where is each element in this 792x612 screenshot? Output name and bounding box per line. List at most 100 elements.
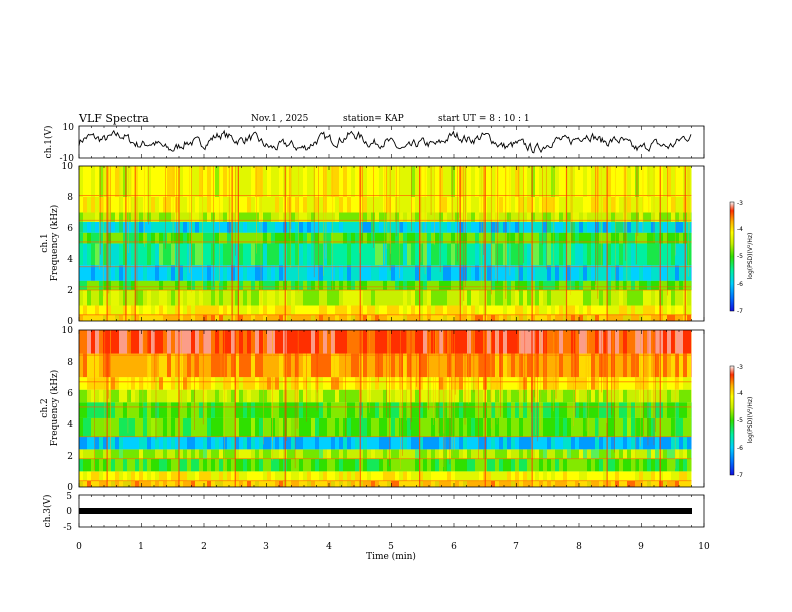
spectrogram-cell bbox=[115, 449, 119, 459]
spectrogram-cell bbox=[319, 449, 323, 459]
spectrogram-cell bbox=[255, 265, 259, 281]
spectrogram-cell bbox=[431, 265, 435, 281]
spectrogram-cell bbox=[271, 449, 275, 459]
spectrogram-cell bbox=[351, 265, 355, 281]
spectrogram-cell bbox=[211, 232, 215, 244]
spectrogram-cell bbox=[311, 330, 315, 354]
spectrogram-cell bbox=[647, 243, 651, 266]
spectrogram-cell bbox=[411, 449, 415, 459]
spectrogram-cell bbox=[91, 436, 95, 450]
spectrogram-cell bbox=[375, 417, 379, 437]
spectrogram-cell bbox=[399, 314, 403, 321]
spectrogram-cell bbox=[243, 377, 247, 390]
spectrogram-cell bbox=[595, 280, 599, 290]
spectrogram-cell bbox=[559, 265, 563, 281]
spectrogram-cell bbox=[427, 212, 431, 222]
spectrogram-cell bbox=[375, 314, 379, 321]
spectrogram-cell bbox=[211, 265, 215, 281]
spectrogram-cell bbox=[395, 449, 399, 459]
spectrogram-cell bbox=[323, 377, 327, 390]
spectrogram-cell bbox=[387, 436, 391, 450]
spectrogram-cell bbox=[547, 436, 551, 450]
spectrogram-cell bbox=[247, 389, 251, 403]
spectrogram-cell bbox=[643, 314, 647, 321]
spectrogram-cell bbox=[539, 458, 543, 472]
spectrogram-cell bbox=[87, 305, 91, 315]
spectrogram-cell bbox=[507, 480, 511, 487]
spectrogram-cell bbox=[615, 197, 619, 213]
spectrogram-cell bbox=[303, 232, 307, 244]
spectrogram-cell bbox=[515, 449, 519, 459]
spectrogram-cell bbox=[223, 197, 227, 213]
spectrogram-cell bbox=[123, 449, 127, 459]
spectrogram-cell bbox=[451, 458, 455, 472]
spectrogram-cell bbox=[127, 232, 131, 244]
spectrogram-cell bbox=[583, 197, 587, 213]
spectrogram-cell bbox=[307, 232, 311, 244]
spectrogram-cell bbox=[323, 402, 327, 418]
spectrogram-cell bbox=[511, 212, 515, 222]
spectrogram-cell bbox=[251, 377, 255, 390]
spectrogram-cell bbox=[383, 290, 387, 306]
spectrogram-cell bbox=[203, 389, 207, 403]
spectrogram-cell bbox=[671, 471, 675, 481]
spectrogram-cell bbox=[115, 265, 119, 281]
spectrogram-cell bbox=[531, 166, 535, 197]
spectrogram-cell bbox=[603, 330, 607, 354]
spectrogram-cell bbox=[527, 353, 531, 378]
spectrogram-cell bbox=[459, 265, 463, 281]
spectrogram-cell bbox=[251, 305, 255, 315]
spectrogram-cell bbox=[171, 265, 175, 281]
spectrogram-cell bbox=[267, 353, 271, 378]
spectrogram-cell bbox=[175, 449, 179, 459]
spectrogram-cell bbox=[407, 480, 411, 487]
spectrogram-cell bbox=[119, 436, 123, 450]
spectrogram-cell bbox=[679, 402, 683, 418]
spectrogram-cell bbox=[571, 417, 575, 437]
spectrogram-cell bbox=[227, 389, 231, 403]
spectrogram-cell bbox=[119, 402, 123, 418]
spectrogram-cell bbox=[387, 389, 391, 403]
spectrogram-cell bbox=[195, 212, 199, 222]
spectrogram-cell bbox=[319, 212, 323, 222]
spectrogram-cell bbox=[343, 265, 347, 281]
spectrogram-cell bbox=[319, 480, 323, 487]
spectrogram-cell bbox=[655, 330, 659, 354]
spectrogram-cell bbox=[435, 436, 439, 450]
spectrogram-cell bbox=[107, 330, 111, 354]
spectrogram-cell bbox=[183, 221, 187, 233]
spectrogram-cell bbox=[439, 330, 443, 354]
spectrogram-cell bbox=[675, 243, 679, 266]
spectrogram-cell bbox=[227, 232, 231, 244]
spectrogram-cell bbox=[679, 290, 683, 306]
spectrogram-cell bbox=[487, 166, 491, 197]
spectrogram-cell bbox=[623, 480, 627, 487]
spectrogram-cell bbox=[235, 458, 239, 472]
spectrogram-cell bbox=[671, 330, 675, 354]
spectrogram-cell bbox=[391, 353, 395, 378]
spectrogram-cell bbox=[327, 330, 331, 354]
spectrogram-cell bbox=[259, 417, 263, 437]
spectrogram-cell bbox=[143, 212, 147, 222]
spectrogram-cell bbox=[599, 377, 603, 390]
spectrogram-cell bbox=[395, 290, 399, 306]
spectrogram-cell bbox=[207, 449, 211, 459]
spectrogram-cell bbox=[551, 212, 555, 222]
spectrogram-cell bbox=[155, 471, 159, 481]
spectrogram-cell bbox=[455, 480, 459, 487]
spectrogram-cell bbox=[95, 290, 99, 306]
spectrogram-cell bbox=[403, 353, 407, 378]
spectrogram-cell bbox=[335, 417, 339, 437]
spectrogram-cell bbox=[631, 197, 635, 213]
spectrogram-cell bbox=[303, 417, 307, 437]
spectrogram-cell bbox=[623, 290, 627, 306]
spectrogram-cell bbox=[523, 417, 527, 437]
spectrogram-cell bbox=[363, 265, 367, 281]
spectrogram-cell bbox=[99, 221, 103, 233]
spectrogram-cell bbox=[599, 402, 603, 418]
spectrogram-cell bbox=[671, 449, 675, 459]
spectrogram-cell bbox=[239, 197, 243, 213]
spectrogram-cell bbox=[87, 243, 91, 266]
spectrogram-cell bbox=[247, 265, 251, 281]
spectrogram-cell bbox=[243, 480, 247, 487]
